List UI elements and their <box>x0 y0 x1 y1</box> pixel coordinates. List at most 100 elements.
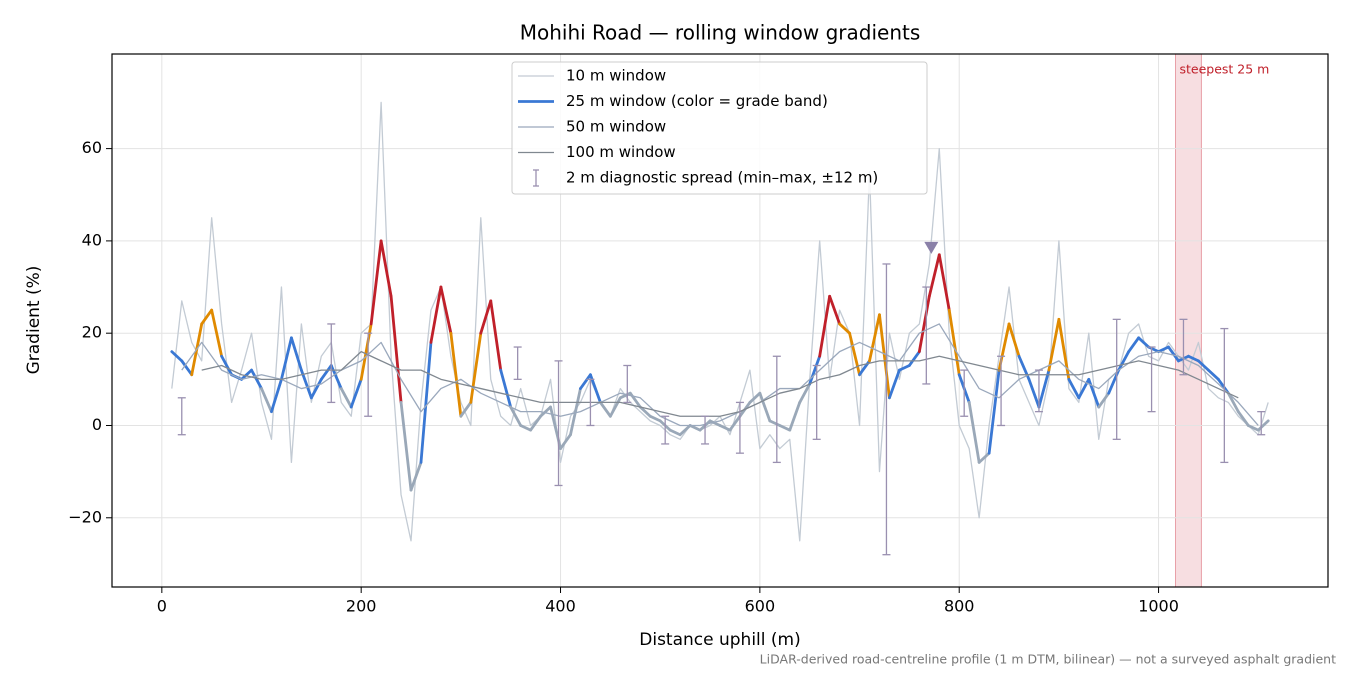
line-segment <box>290 336 303 372</box>
error-bar <box>623 364 632 404</box>
legend-label: 25 m window (color = grade band) <box>566 92 828 110</box>
line-segment <box>270 377 283 414</box>
error-bar <box>701 415 710 445</box>
line-segment <box>180 359 194 377</box>
line-segment <box>1197 359 1210 372</box>
error-bar <box>812 364 821 440</box>
line-segment <box>559 433 572 450</box>
line-segment <box>1236 410 1250 427</box>
y-tick-label: −20 <box>68 507 102 526</box>
line-segment <box>579 373 592 390</box>
line-segment <box>319 364 333 381</box>
line-segment <box>728 414 742 432</box>
line-segment <box>708 419 722 427</box>
line-segment <box>449 331 463 418</box>
line-segment <box>888 368 901 400</box>
line-segment <box>329 364 343 390</box>
line-segment <box>748 391 762 404</box>
error-bar <box>513 346 522 380</box>
legend-label: 2 m diagnostic spread (min–max, ±12 m) <box>566 169 878 187</box>
line-segment <box>309 377 323 400</box>
line-segment <box>429 285 443 344</box>
line-segment <box>798 382 812 404</box>
line-segment <box>1117 350 1131 372</box>
error-bar <box>960 369 969 417</box>
line-segment <box>638 405 652 418</box>
line-segment <box>539 405 552 418</box>
line-segment <box>648 414 662 423</box>
highlight-label: steepest 25 m <box>1180 62 1270 77</box>
line-segment <box>1246 424 1260 432</box>
line-segment <box>479 299 493 335</box>
line <box>201 350 1239 417</box>
line-segment <box>898 364 911 372</box>
line-segment <box>1067 377 1081 400</box>
line-segment <box>987 368 1001 455</box>
line-segment <box>210 308 224 358</box>
line-segment <box>419 341 433 464</box>
line-segment <box>718 424 732 432</box>
error-bar <box>997 355 1006 427</box>
line-segment <box>778 424 792 432</box>
error-bar <box>1220 327 1229 464</box>
error-bar <box>1257 410 1266 436</box>
error-bar <box>735 401 744 454</box>
footnote: LiDAR-derived road-centreline profile (1… <box>760 652 1336 667</box>
line-segment <box>688 424 702 432</box>
line-segment <box>1226 391 1240 414</box>
x-tick-label: 600 <box>745 597 776 616</box>
line-segment <box>977 451 991 464</box>
line-segment <box>240 368 253 381</box>
x-tick-label: 1000 <box>1138 597 1179 616</box>
line-segment <box>399 401 413 492</box>
line-segment <box>788 401 802 432</box>
line-segment <box>439 285 453 335</box>
legend-label: 50 m window <box>566 118 666 136</box>
line-segment <box>1087 377 1101 409</box>
line-segment <box>937 253 951 312</box>
line-segment <box>1027 377 1041 409</box>
line-segment <box>917 294 931 354</box>
error-bar <box>327 323 336 404</box>
line-segment <box>280 336 293 381</box>
line-segment <box>200 308 214 326</box>
line-segment <box>499 368 513 409</box>
error-bar <box>882 263 891 556</box>
line-segment <box>1077 377 1091 400</box>
line-segment <box>569 387 582 437</box>
line-segment <box>1157 345 1170 354</box>
line-segment <box>668 428 682 437</box>
chart-title: Mohihi Road — rolling window gradients <box>520 21 921 45</box>
x-axis-label: Distance uphill (m) <box>639 630 800 650</box>
line-segment <box>1147 345 1160 354</box>
x-tick-label: 200 <box>346 597 377 616</box>
line-segment <box>598 401 612 418</box>
error-bar <box>554 360 563 487</box>
line-segment <box>678 424 692 437</box>
error-bar <box>1034 369 1043 413</box>
line-segment <box>1137 336 1150 349</box>
line-segment <box>349 377 363 409</box>
line-segment <box>967 401 981 464</box>
x-tick-label: 0 <box>157 597 167 616</box>
legend-label: 100 m window <box>566 143 676 161</box>
line-segment <box>529 414 542 432</box>
line-segment <box>907 350 921 367</box>
line-segment <box>1037 368 1051 409</box>
error-bar <box>177 397 186 436</box>
highlight-band <box>1175 53 1202 588</box>
line-segment <box>409 461 423 492</box>
peak-marker <box>924 241 939 254</box>
error-bar <box>772 355 781 464</box>
line-segment <box>1047 317 1061 372</box>
line-segment <box>1206 368 1220 381</box>
y-tick-label: 20 <box>82 323 102 342</box>
line-segment <box>250 368 263 390</box>
legend-label: 10 m window <box>566 67 666 85</box>
legend-box <box>511 61 928 195</box>
line-segment <box>339 387 353 409</box>
y-axis-label: Gradient (%) <box>24 266 44 375</box>
line-segment <box>868 313 881 363</box>
line-segment <box>1256 419 1270 432</box>
line-segment <box>818 294 832 358</box>
